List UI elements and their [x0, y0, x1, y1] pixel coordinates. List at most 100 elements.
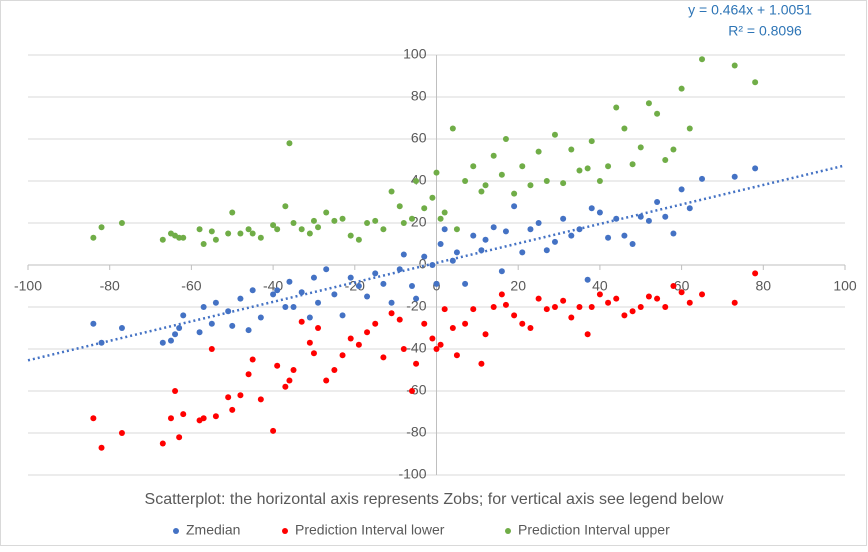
point: [441, 306, 448, 313]
point: [621, 312, 628, 319]
point: [584, 165, 591, 172]
point: [249, 356, 256, 363]
legend-marker: [505, 528, 511, 534]
point: [372, 320, 379, 327]
point: [355, 341, 362, 348]
x-axis-title: Scatterplot: the horizontal axis represe…: [145, 491, 724, 508]
legend-label: Zmedian: [186, 522, 240, 538]
point: [731, 62, 738, 69]
point: [645, 100, 652, 107]
point: [257, 396, 264, 403]
point: [543, 178, 550, 184]
point: [568, 314, 575, 321]
point: [315, 299, 322, 306]
point: [568, 146, 575, 153]
point: [167, 337, 174, 344]
point: [380, 354, 387, 361]
point: [196, 329, 203, 336]
point: [315, 224, 322, 231]
point: [249, 230, 256, 237]
point: [380, 226, 387, 233]
point: [355, 236, 362, 243]
point: [551, 131, 558, 138]
point: [613, 104, 620, 111]
point: [678, 85, 685, 92]
point: [331, 217, 338, 224]
point: [502, 301, 509, 308]
y-tick-label: 20: [411, 214, 427, 230]
point: [588, 304, 595, 310]
point: [274, 362, 281, 369]
point: [670, 146, 677, 153]
point: [621, 125, 628, 132]
point: [449, 125, 456, 132]
point: [584, 331, 591, 338]
point: [208, 228, 215, 235]
point: [568, 232, 575, 239]
y-tick-label: 0: [419, 256, 427, 272]
point: [453, 352, 460, 359]
point: [180, 312, 187, 319]
point: [752, 270, 759, 277]
point: [613, 295, 620, 302]
point: [323, 209, 330, 216]
point: [462, 320, 469, 327]
point: [699, 175, 706, 182]
point: [453, 226, 460, 233]
point: [560, 180, 567, 187]
point: [290, 304, 297, 310]
point: [752, 165, 759, 172]
point: [588, 138, 595, 145]
point: [654, 110, 661, 117]
point: [527, 182, 534, 189]
point: [490, 304, 497, 310]
point: [543, 306, 550, 313]
trendline-r2: R² = 0.8096: [728, 23, 802, 39]
point: [654, 295, 661, 302]
point: [225, 394, 232, 401]
point: [645, 217, 652, 224]
point: [670, 230, 677, 237]
point: [437, 341, 444, 348]
point: [413, 360, 420, 367]
point: [400, 251, 407, 258]
point: [200, 241, 207, 247]
point: [519, 320, 526, 327]
point: [637, 213, 644, 220]
x-tick-label: -40: [263, 278, 283, 294]
point: [490, 152, 497, 159]
x-tick-label: 80: [756, 278, 772, 294]
point: [453, 249, 460, 256]
point: [396, 316, 403, 323]
point: [323, 377, 330, 384]
point: [511, 203, 518, 210]
y-tick-label: 100: [403, 46, 427, 62]
point: [502, 136, 509, 142]
point: [237, 230, 244, 237]
point: [498, 291, 505, 298]
point: [388, 188, 395, 195]
point: [306, 314, 313, 321]
point: [433, 346, 440, 352]
point: [498, 268, 505, 275]
point: [408, 283, 415, 289]
point: [482, 182, 489, 189]
point: [752, 79, 759, 86]
point: [482, 236, 489, 243]
point: [229, 322, 236, 329]
point: [462, 280, 469, 287]
point: [90, 320, 97, 327]
point: [421, 253, 428, 260]
point: [478, 247, 485, 254]
point: [290, 220, 297, 226]
point: [245, 226, 252, 233]
point: [347, 335, 354, 342]
point: [408, 215, 415, 222]
point: [535, 148, 542, 155]
point: [331, 367, 338, 373]
point: [605, 299, 612, 306]
point: [298, 318, 305, 325]
point: [605, 163, 612, 170]
